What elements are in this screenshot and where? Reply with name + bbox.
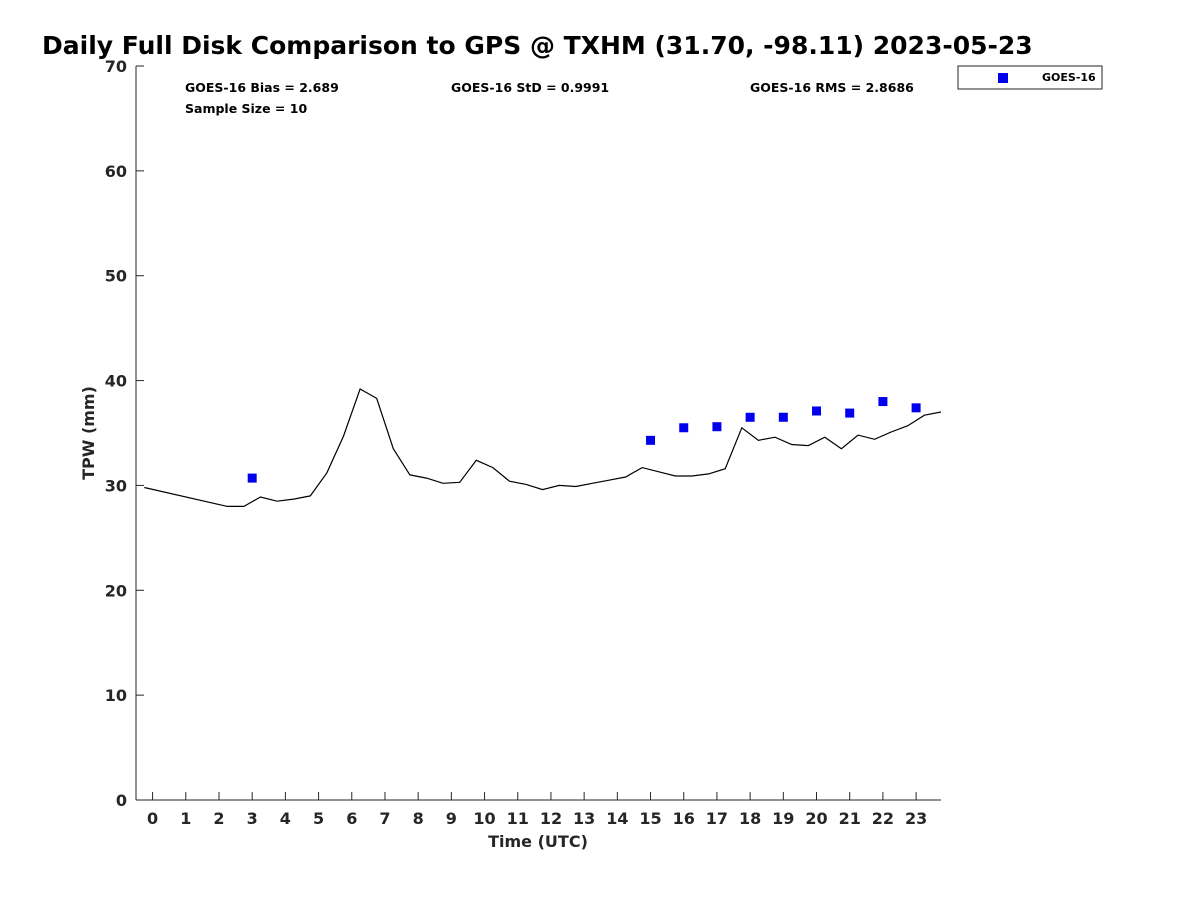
legend-box [957,65,1103,90]
goes16-point [878,397,888,407]
x-tick-label: 9 [446,809,457,828]
goes16-point [247,473,257,483]
x-tick-label: 2 [213,809,224,828]
stat-sample-size: Sample Size = 10 [185,101,307,116]
goes16-point [646,435,656,445]
gps-line [144,388,942,507]
x-tick-label: 3 [247,809,258,828]
stat-rms: GOES-16 RMS = 2.8686 [750,80,914,95]
legend: GOES-16 [957,65,1103,90]
legend-marker [998,73,1008,83]
x-tick-label: 0 [147,809,158,828]
y-tick-label: 40 [105,372,127,391]
x-tick-label: 15 [639,809,661,828]
x-ticks: 0 1 2 3 4 5 6 7 8 9 10 11 12 13 14 15 16 17 18 19 20 21 22 23 [147,792,927,828]
chart-title: Daily Full Disk Comparison to GPS @ TXHM… [42,31,1033,60]
y-tick-label: 60 [105,162,127,181]
goes16-point [712,422,722,432]
x-tick-label: 13 [573,809,595,828]
y-tick-label: 20 [105,581,127,600]
x-tick-label: 11 [507,809,529,828]
x-tick-label: 4 [280,809,291,828]
x-tick-label: 6 [346,809,357,828]
x-tick-label: 19 [772,809,794,828]
goes16-point [845,408,855,418]
stat-std: GOES-16 StD = 0.9991 [451,80,609,95]
legend-label: GOES-16 [1042,71,1096,84]
y-tick-label: 0 [116,791,127,810]
y-tick-label: 70 [105,57,127,76]
x-axis-label: Time (UTC) [488,832,588,851]
x-tick-label: 16 [673,809,695,828]
plot-frame [135,66,941,801]
x-tick-label: 14 [606,809,628,828]
goes16-point [679,423,689,433]
goes16-point [778,412,788,422]
x-tick-label: 7 [379,809,390,828]
y-tick-label: 50 [105,267,127,286]
y-ticks: 0 10 20 30 40 50 60 70 [105,57,144,810]
x-tick-label: 21 [839,809,861,828]
y-tick-label: 30 [105,476,127,495]
stat-bias: GOES-16 Bias = 2.689 [185,80,339,95]
x-tick-label: 10 [473,809,495,828]
goes16-point [745,412,755,422]
series-layer [144,388,942,507]
x-tick-label: 5 [313,809,324,828]
x-tick-label: 20 [805,809,827,828]
x-tick-label: 17 [706,809,728,828]
x-tick-label: 12 [540,809,562,828]
x-tick-label: 23 [905,809,927,828]
x-tick-label: 1 [180,809,191,828]
x-tick-label: 22 [872,809,894,828]
x-tick-label: 8 [413,809,424,828]
goes16-point [812,406,822,416]
x-tick-label: 18 [739,809,761,828]
goes16-point [911,403,921,413]
y-axis-label: TPW (mm) [79,386,98,480]
y-tick-label: 10 [105,686,127,705]
